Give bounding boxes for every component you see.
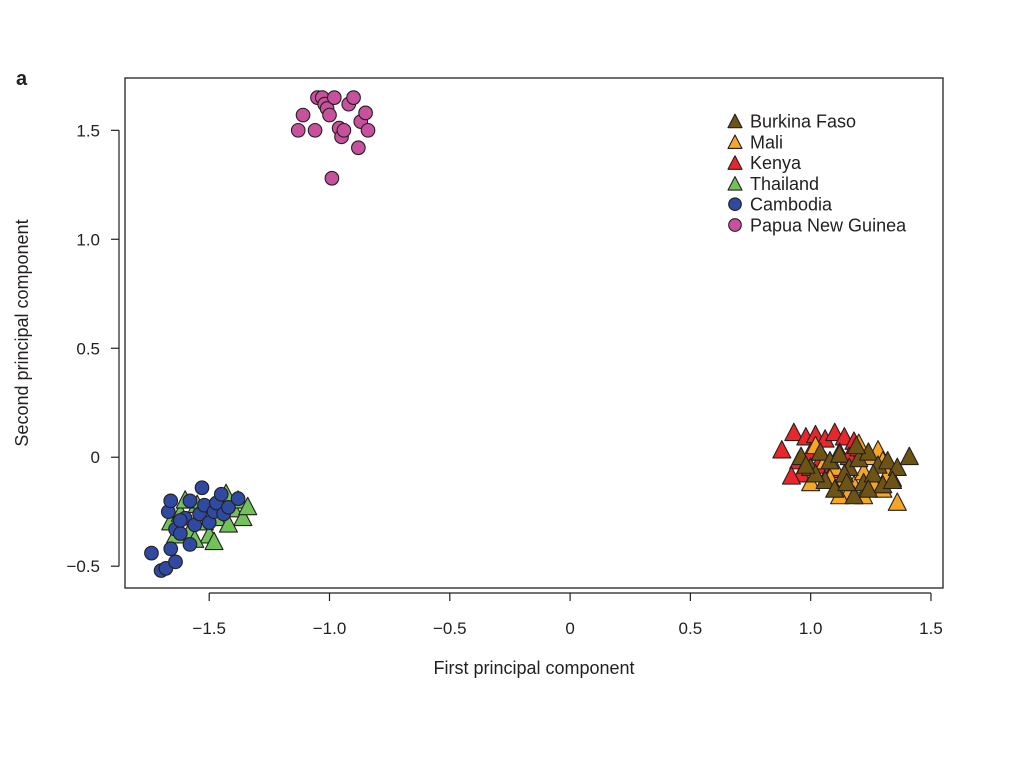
data-point-kenya	[781, 466, 801, 485]
x-tick-label: −1.0	[313, 619, 347, 638]
data-point-burkina-faso	[882, 470, 903, 490]
y-tick-label: 1.5	[76, 121, 100, 140]
data-point-papua-new-guinea	[295, 107, 311, 123]
x-tick-label: 1.5	[919, 619, 943, 638]
legend: Burkina FasoMaliKenyaThailandCambodiaPap…	[727, 112, 907, 236]
legend-item-papua-new-guinea: Papua New Guinea	[728, 216, 907, 236]
data-point-cambodia	[144, 545, 159, 561]
legend-label: Cambodia	[750, 195, 833, 215]
x-axis-title: First principal component	[433, 658, 634, 678]
data-point-cambodia	[213, 486, 229, 502]
data-point-papua-new-guinea	[358, 105, 373, 121]
data-point-cambodia	[194, 480, 210, 496]
data-point-burkina-faso	[837, 472, 857, 492]
legend-marker	[727, 155, 743, 170]
series-cambodia	[144, 480, 246, 578]
legend-item-thailand: Thailand	[727, 174, 819, 194]
data-point-cambodia	[172, 526, 188, 541]
data-point-burkina-faso	[858, 479, 878, 498]
data-point-cambodia	[182, 493, 198, 509]
data-point-kenya	[784, 422, 804, 442]
data-point-burkina-faso	[844, 485, 864, 505]
x-tick-label: −1.5	[192, 619, 226, 638]
x-tick-label: 1.0	[799, 619, 823, 638]
data-point-papua-new-guinea	[336, 122, 352, 138]
data-point-burkina-faso	[796, 455, 816, 474]
data-point-burkina-faso	[863, 464, 883, 483]
y-tick-label: −0.5	[66, 557, 100, 576]
plot-area: −1.5 −1.0 −0.5 0 0.5 1.0 1.5 −0.5 0 0.5 1.0 1.5	[66, 77, 944, 638]
data-point-kenya	[825, 422, 845, 442]
data-point-cambodia	[168, 554, 183, 570]
data-point-papua-new-guinea	[360, 122, 376, 138]
y-tick-label: 0.5	[76, 339, 100, 358]
legend-item-mali: Mali	[727, 132, 783, 152]
y-axis-title: Second principal component	[12, 219, 32, 446]
x-tick-label: −0.5	[433, 619, 467, 638]
legend-label: Papua New Guinea	[750, 216, 907, 236]
data-point-papua-new-guinea	[322, 107, 337, 123]
x-tick-label: 0	[565, 619, 574, 638]
legend-label: Mali	[750, 132, 783, 152]
legend-marker	[728, 197, 742, 212]
data-point-mali	[887, 492, 907, 511]
data-point-thailand	[218, 514, 239, 533]
data-point-cambodia	[163, 541, 179, 557]
data-point-cambodia	[182, 537, 198, 552]
legend-item-kenya: Kenya	[727, 153, 802, 173]
legend-marker	[727, 176, 743, 191]
legend-label: Kenya	[750, 153, 802, 173]
series-burkina-faso	[791, 435, 919, 505]
data-point-cambodia	[163, 493, 179, 509]
data-point-papua-new-guinea	[324, 170, 340, 186]
series-papua-new-guinea	[290, 90, 376, 186]
data-point-burkina-faso	[829, 444, 850, 463]
legend-marker	[727, 134, 743, 150]
x-tick-label: 0.5	[679, 619, 703, 638]
data-point-kenya	[772, 440, 792, 459]
legend-label: Burkina Faso	[750, 112, 856, 132]
legend-marker	[728, 218, 742, 232]
plot-frame	[124, 77, 944, 589]
data-point-burkina-faso	[846, 435, 866, 455]
data-point-papua-new-guinea	[351, 140, 366, 156]
y-tick-label: 1.0	[76, 230, 100, 249]
data-point-papua-new-guinea	[290, 122, 306, 138]
legend-item-cambodia: Cambodia	[728, 195, 833, 215]
data-point-papua-new-guinea	[307, 122, 323, 138]
data-point-thailand	[204, 531, 224, 551]
data-point-thailand	[238, 496, 258, 516]
data-point-burkina-faso	[899, 446, 919, 466]
data-point-burkina-faso	[878, 450, 898, 470]
legend-item-burkina-faso: Burkina Faso	[727, 112, 856, 132]
panel-label: a	[16, 68, 28, 90]
data-point-cambodia	[172, 513, 188, 528]
legend-label: Thailand	[750, 174, 819, 194]
data-point-papua-new-guinea	[346, 90, 361, 105]
data-point-cambodia	[221, 500, 236, 515]
y-tick-label: 0	[91, 448, 100, 467]
data-point-thailand	[233, 507, 253, 527]
data-point-papua-new-guinea	[326, 90, 342, 105]
data-point-cambodia	[230, 491, 246, 506]
legend-marker	[727, 113, 743, 129]
data-point-kenya	[834, 427, 854, 446]
data-point-burkina-faso	[810, 442, 830, 461]
